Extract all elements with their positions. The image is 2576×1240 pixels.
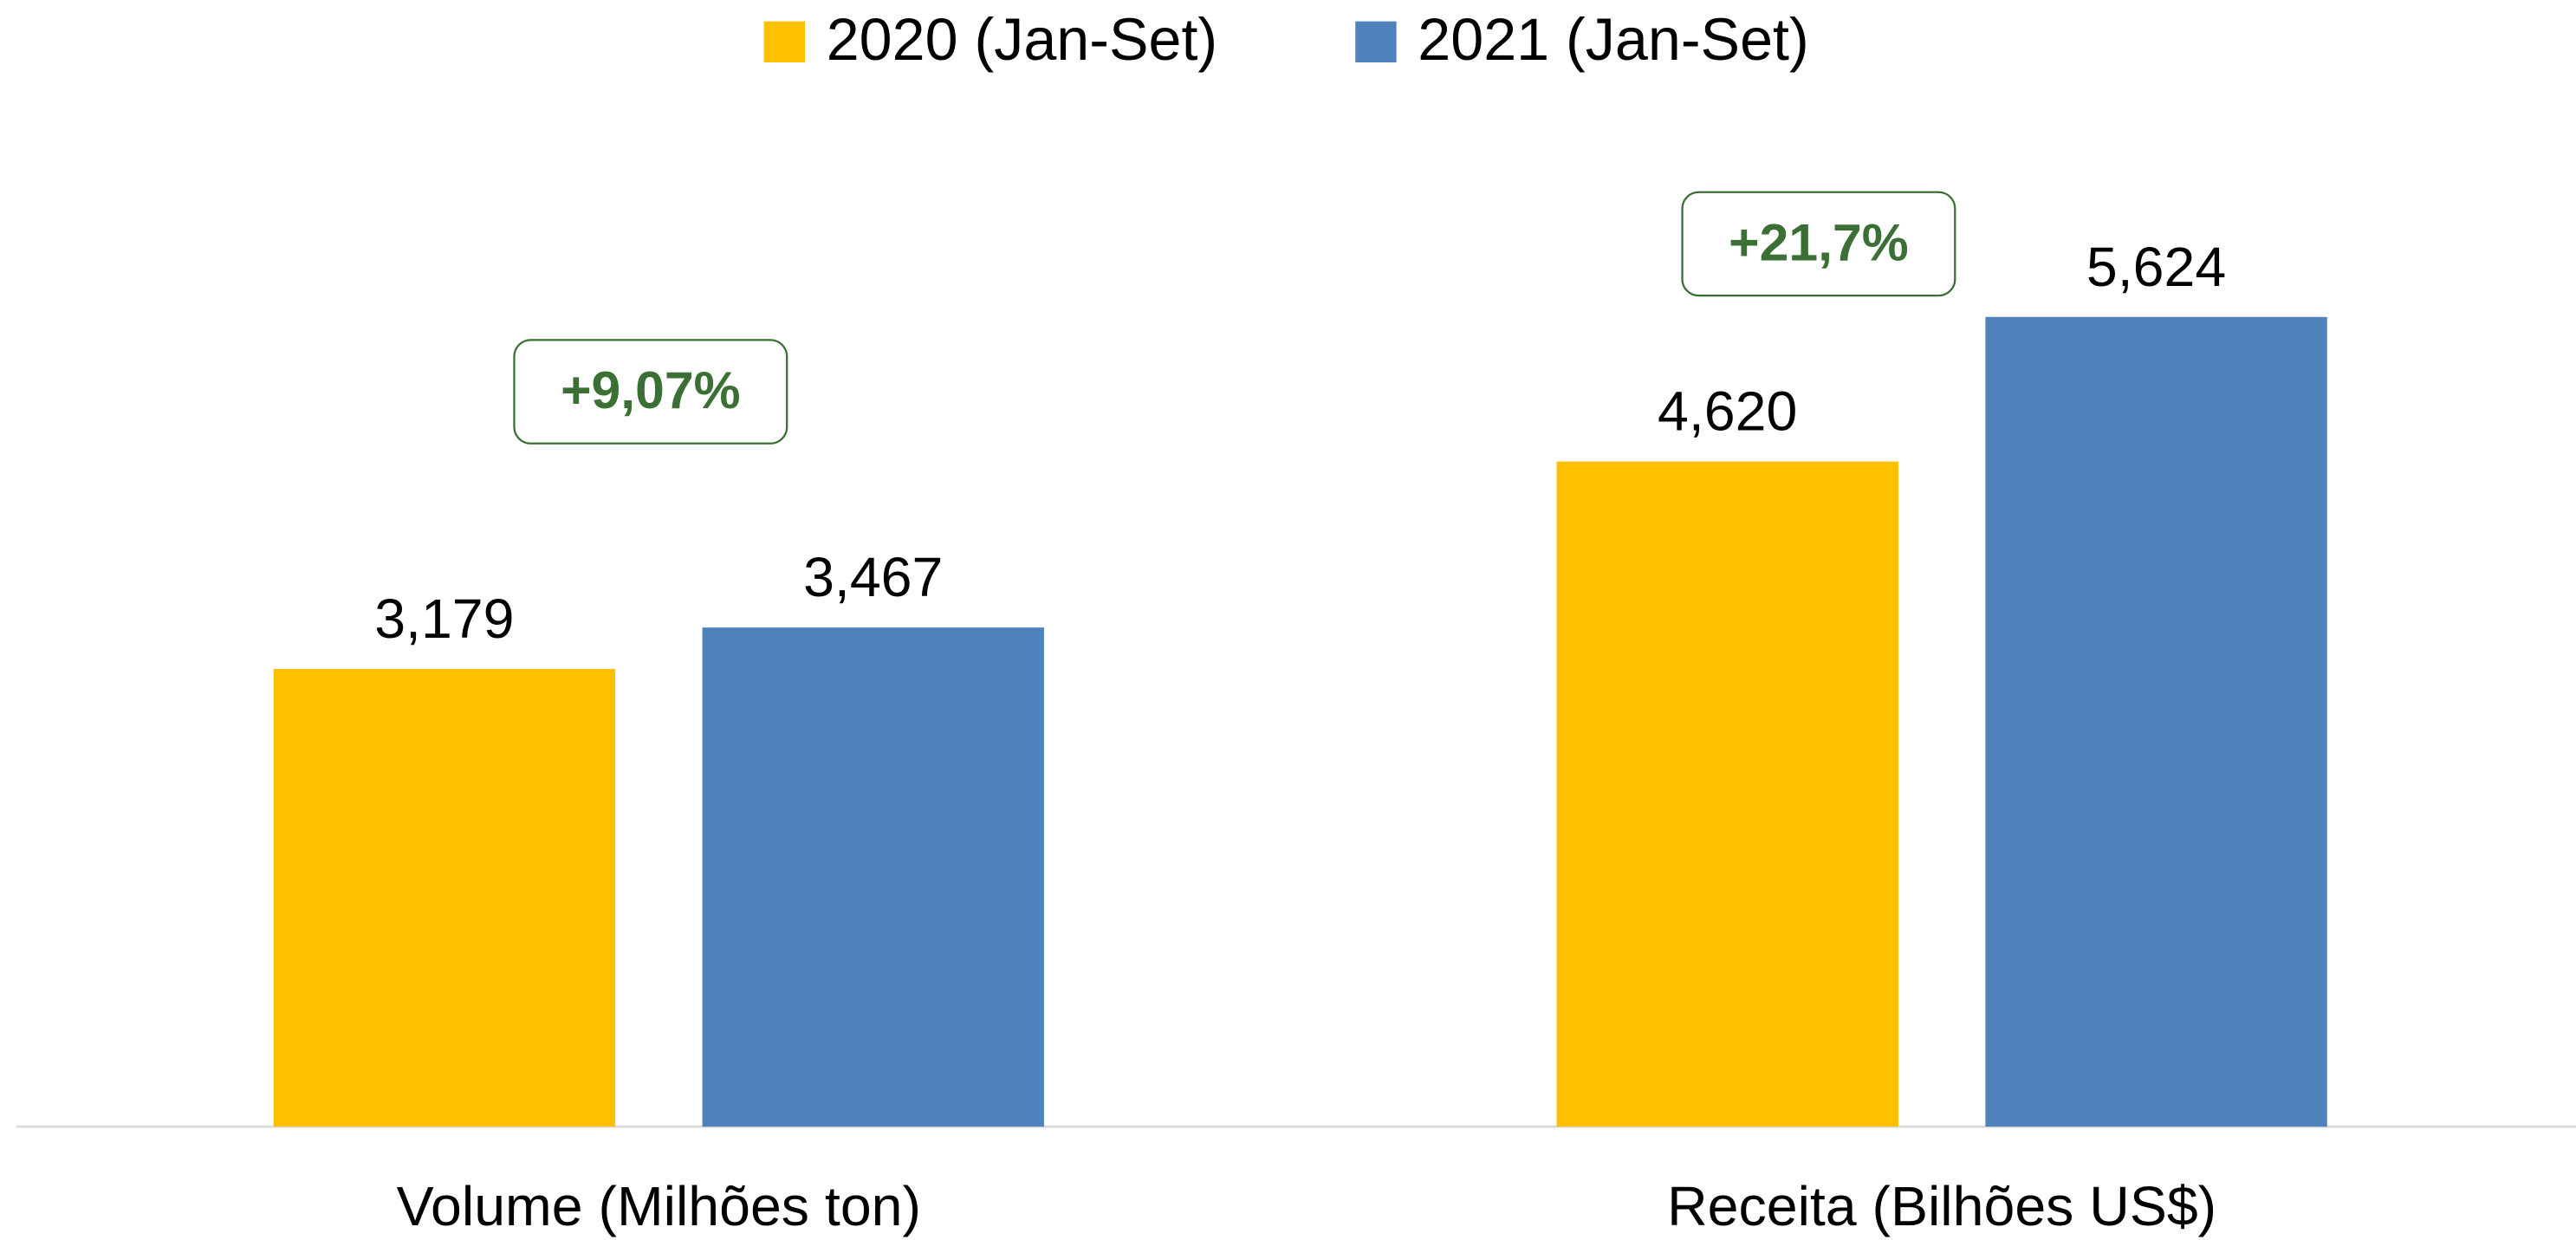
legend-label: 2021 (Jan-Set) <box>1418 7 1808 73</box>
value-label: 4,620 <box>1658 380 1797 443</box>
bar <box>1985 316 2327 1127</box>
legend-label: 2020 (Jan-Set) <box>827 7 1217 73</box>
bar <box>702 627 1044 1127</box>
bar <box>1556 461 1898 1127</box>
value-label: 5,624 <box>2086 236 2226 298</box>
annotation: +21,7% <box>1729 212 1908 271</box>
x-tick-label: Receita (Bilhões US$) <box>1667 1175 2216 1237</box>
legend-swatch <box>1355 21 1397 63</box>
x-tick-label: Volume (Milhões ton) <box>397 1175 921 1237</box>
annotation-box <box>1681 191 1956 297</box>
legend-swatch <box>763 21 806 63</box>
bar <box>273 669 616 1127</box>
annotation: +9,07% <box>561 360 740 419</box>
value-label: 3,467 <box>803 546 943 608</box>
value-label: 3,179 <box>374 588 514 650</box>
annotation-box <box>513 339 788 445</box>
